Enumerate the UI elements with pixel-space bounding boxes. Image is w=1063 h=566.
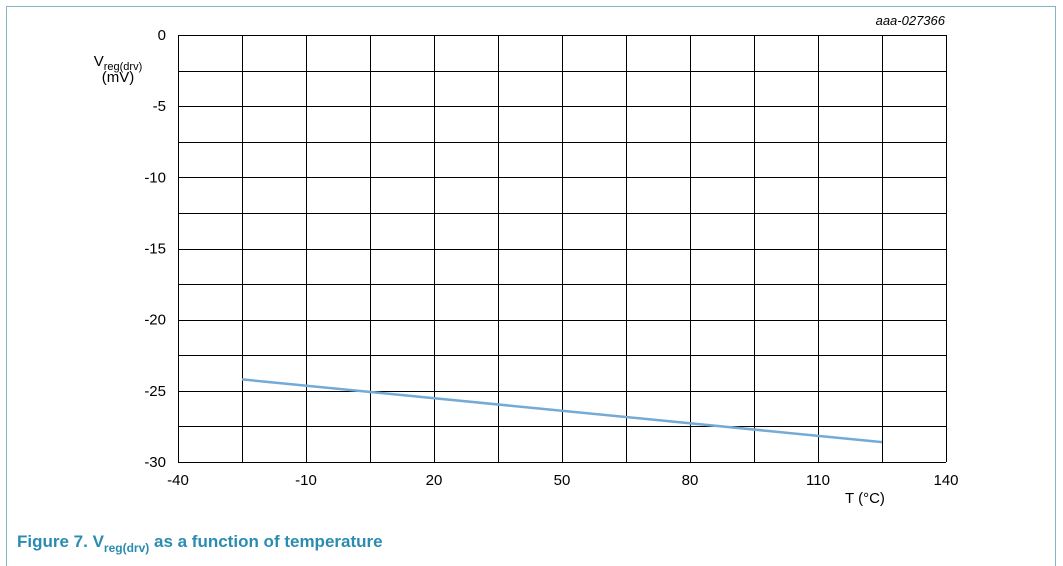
grid — [178, 35, 947, 463]
caption-suffix: as a function of temperature — [149, 532, 383, 551]
y-tick-label: 0 — [158, 27, 166, 44]
x-tick-label: -10 — [295, 472, 317, 489]
caption-subscript: reg(drv) — [103, 541, 150, 555]
tick-labels: -40 -10 20 50 80 110 140 0 -5 -10 -15 -20 -25 -30 — [144, 27, 958, 489]
x-tick-label: 50 — [554, 472, 571, 489]
y-axis-label-sub: reg(drv) — [104, 61, 143, 73]
x-tick-label: 80 — [682, 472, 699, 489]
y-axis-label: Vreg(drv) — [94, 53, 143, 73]
figure-caption: Figure 7. Vreg(drv) as a function of tem… — [17, 532, 383, 555]
figure-id: aaa-027366 — [876, 13, 946, 28]
y-tick-label: -5 — [153, 98, 166, 115]
x-axis-label: T (°C) — [845, 490, 885, 507]
y-tick-label: -30 — [144, 454, 166, 471]
y-axis-unit: (mV) — [102, 69, 135, 86]
series-layer — [241, 378, 883, 444]
y-axis-label-main: V — [94, 53, 104, 70]
x-tick-label: -40 — [167, 472, 189, 489]
caption-prefix: Figure 7. V — [17, 532, 104, 551]
y-tick-label: -10 — [144, 169, 166, 186]
x-tick-label: 20 — [426, 472, 443, 489]
y-tick-label: -25 — [144, 383, 166, 400]
x-tick-label: 140 — [933, 472, 958, 489]
figure-frame — [6, 6, 1056, 566]
y-tick-label: -20 — [144, 312, 166, 329]
y-tick-label: -15 — [144, 241, 166, 258]
x-tick-label: 110 — [806, 472, 830, 489]
chart: -40 -10 20 50 80 110 140 0 -5 -10 -15 -20 -25 -30 aaa… — [94, 13, 959, 507]
series-line — [241, 378, 883, 444]
